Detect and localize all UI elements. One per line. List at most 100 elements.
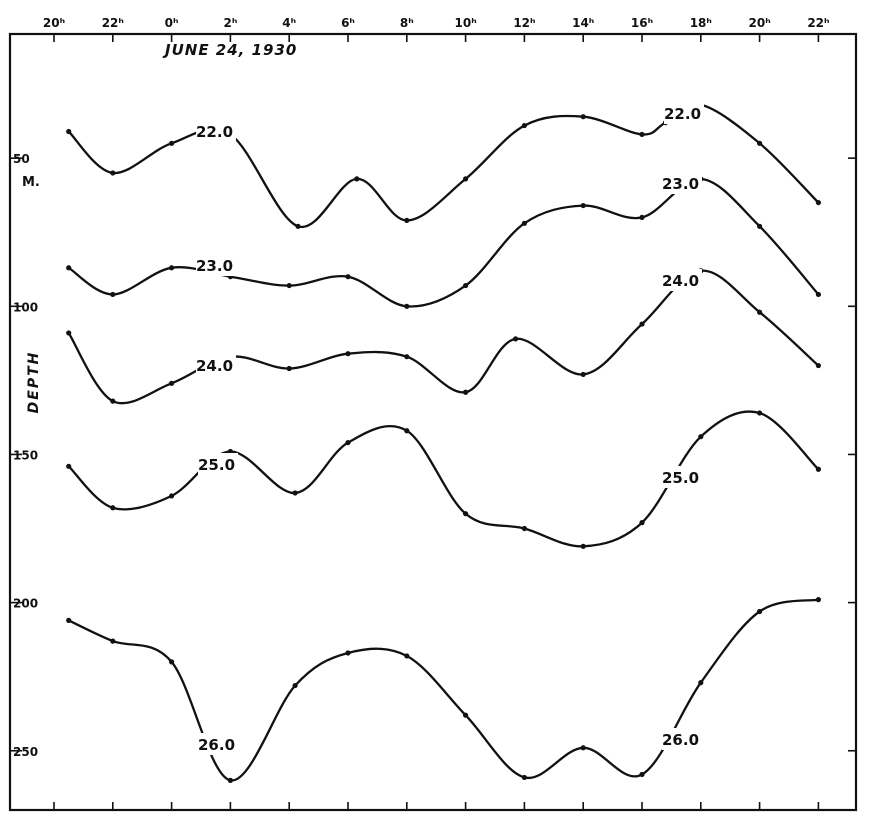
data-point (345, 351, 351, 357)
isotherm-labels: 22.0 22.0 23.0 23.0 24.0 24.0 25.0 25.0 … (196, 102, 704, 755)
data-point (66, 330, 72, 336)
x-tick-label: 6ʰ (341, 16, 355, 30)
data-point (404, 428, 410, 434)
annotation-label: 25.0 (662, 469, 699, 487)
data-point (639, 771, 645, 778)
data-point (169, 493, 175, 499)
x-tick-label: 12ʰ (513, 16, 535, 30)
y-tick-label: 100 (13, 300, 38, 314)
x-tick-label: 0ʰ (165, 16, 179, 30)
data-point (110, 638, 116, 644)
data-point (404, 217, 410, 223)
data-point (66, 128, 72, 135)
data-point (227, 777, 233, 783)
data-point (815, 597, 822, 603)
data-point (110, 505, 116, 511)
data-point (463, 176, 469, 182)
x-tick-label: 16ʰ (631, 16, 653, 30)
data-point (815, 199, 822, 206)
data-point (580, 371, 586, 378)
data-point (521, 525, 528, 532)
data-point (757, 223, 763, 229)
isotherm-line (67, 269, 820, 405)
chart-frame (8, 32, 858, 812)
data-point (639, 131, 645, 138)
data-point (66, 617, 72, 623)
data-point (757, 410, 763, 416)
x-tick-label: 10ʰ (455, 16, 477, 30)
data-point (110, 291, 116, 298)
x-tick-label: 22ʰ (102, 16, 124, 30)
data-point (286, 365, 292, 372)
data-point (345, 439, 351, 446)
x-tick-label: 2ʰ (223, 16, 237, 30)
data-point (757, 608, 763, 615)
isotherm-line (67, 598, 820, 782)
data-point (292, 682, 298, 689)
data-point (521, 220, 528, 226)
x-tick-label: 4ʰ (282, 16, 296, 30)
chart-title: JUNE 24, 1930 (162, 41, 297, 59)
y-axis-title: DEPTH (26, 351, 42, 414)
data-point (404, 354, 410, 360)
annotation-label: 24.0 (662, 272, 699, 290)
data-point (815, 291, 822, 298)
data-point (580, 543, 586, 549)
data-point (463, 511, 469, 517)
data-point (580, 114, 586, 120)
data-point (639, 214, 645, 221)
x-tick-label: 8ʰ (400, 16, 414, 30)
data-point (354, 176, 360, 182)
data-point (815, 466, 822, 472)
data-point (169, 140, 175, 146)
data-point (698, 680, 704, 686)
annotation-label: 23.0 (662, 175, 699, 193)
x-tick-label: 14ʰ (572, 16, 594, 30)
data-point (521, 122, 528, 129)
data-point (512, 336, 519, 342)
annotation-label: 24.0 (196, 357, 233, 375)
y-tick-label: 200 (13, 597, 38, 611)
annotation-label: 23.0 (196, 257, 233, 275)
annotation-label: 26.0 (662, 731, 699, 749)
data-point (580, 202, 586, 209)
annotation-label: 22.0 (664, 105, 701, 123)
data-point (639, 519, 645, 526)
data-point (286, 282, 292, 289)
data-point (295, 223, 301, 229)
data-point (580, 745, 586, 751)
data-point (463, 712, 469, 718)
data-point (757, 140, 763, 146)
data-point (521, 774, 528, 781)
y-axis-ticks: 50 100 150 200 250 (10, 152, 856, 759)
x-tick-label: 22ʰ (807, 16, 829, 30)
data-point (169, 265, 175, 271)
data-point (404, 653, 410, 659)
y-tick-label: 250 (13, 745, 38, 759)
data-point (66, 463, 72, 469)
data-point (66, 265, 72, 271)
data-point (757, 309, 763, 315)
data-point (463, 282, 469, 289)
isotherm-line (67, 103, 820, 228)
data-point (227, 448, 233, 455)
isotherm-series (66, 102, 822, 783)
data-point (110, 170, 116, 176)
data-point (463, 389, 469, 395)
y-axis-unit: M. (22, 175, 40, 190)
data-point (698, 434, 704, 440)
x-tick-label: 18ʰ (690, 16, 712, 30)
y-tick-label: 150 (13, 448, 38, 462)
annotation-label: 25.0 (198, 456, 235, 474)
data-point (169, 659, 175, 665)
x-axis-ticks: 20ʰ 22ʰ 0ʰ 2ʰ 4ʰ 6ʰ 8ʰ 10ʰ 12ʰ 14ʰ 16ʰ 18ʰ 20ʰ 22ʰ (43, 16, 829, 810)
data-point (292, 490, 298, 496)
x-tick-label: 20ʰ (749, 16, 771, 30)
data-point (169, 380, 175, 386)
annotation-label: 22.0 (196, 123, 233, 141)
data-point (345, 650, 351, 656)
y-tick-label: 50 (13, 152, 30, 166)
data-point (345, 274, 351, 280)
data-point (639, 321, 645, 327)
